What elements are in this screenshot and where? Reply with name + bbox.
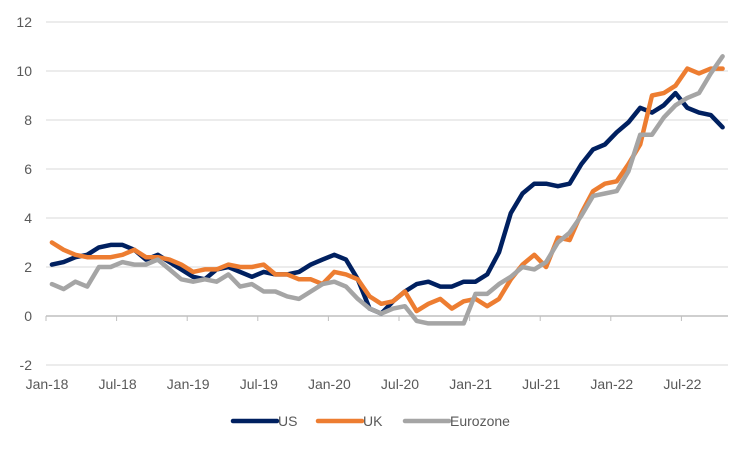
- y-axis-tick-labels: -2 0 2 4 6 8 10 12: [16, 14, 32, 373]
- x-tick-label: Jul-21: [522, 376, 560, 392]
- x-tick-label: Jan-19: [167, 376, 210, 392]
- x-tick-label: Jul-22: [663, 376, 701, 392]
- series-lines: [49, 54, 725, 326]
- series-line-eurozone: [49, 54, 725, 326]
- x-tick-label: Jul-18: [99, 376, 137, 392]
- x-tick-label: Jan-22: [590, 376, 633, 392]
- x-axis-tick-labels: Jan-18 Jul-18 Jan-19 Jul-19 Jan-20 Jul-20 Jan-…: [26, 376, 702, 392]
- y-tick-label: 2: [24, 259, 32, 275]
- y-tick-label: -2: [20, 357, 33, 373]
- y-tick-label: 10: [16, 63, 32, 79]
- y-tick-label: 8: [24, 112, 32, 128]
- x-tick-label: Jul-19: [240, 376, 278, 392]
- gridlines: [46, 21, 728, 366]
- y-tick-label: 12: [16, 14, 32, 30]
- x-tick-label: Jul-20: [381, 376, 419, 392]
- x-tick-label: Jan-21: [449, 376, 492, 392]
- y-tick-label: 4: [24, 210, 32, 226]
- legend-label-eurozone: Eurozone: [450, 413, 510, 429]
- y-tick-label: 0: [24, 308, 32, 324]
- legend-label-us: US: [278, 413, 297, 429]
- y-tick-label: 6: [24, 161, 32, 177]
- series-line-uk: [49, 66, 725, 314]
- series-line-us: [49, 90, 725, 316]
- legend-label-uk: UK: [363, 413, 383, 429]
- legend: US UK Eurozone: [230, 413, 510, 429]
- x-tick-label: Jan-20: [308, 376, 351, 392]
- x-tick-label: Jan-18: [26, 376, 69, 392]
- x-axis: [45, 315, 728, 321]
